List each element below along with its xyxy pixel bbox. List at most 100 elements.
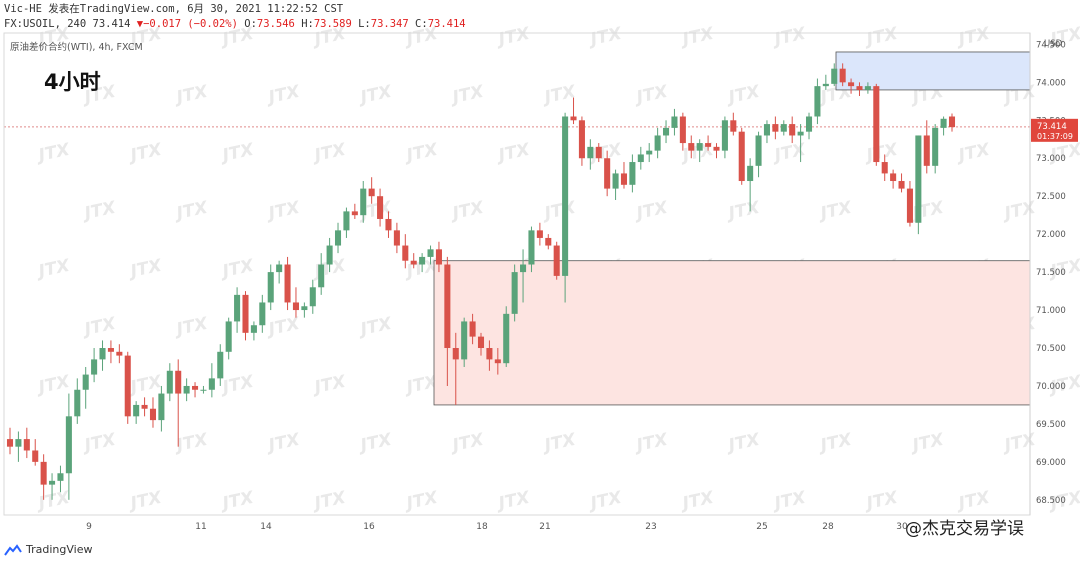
candle-body xyxy=(587,146,594,159)
candle-body xyxy=(856,86,863,90)
watermark-tile: JTX xyxy=(632,430,670,457)
candle xyxy=(250,321,257,341)
watermark-tile: JTX xyxy=(126,256,164,283)
candle xyxy=(587,139,594,170)
down-arrow-icon: ▼ xyxy=(136,18,144,30)
candle-body xyxy=(107,348,114,352)
watermark-tile: JTX xyxy=(264,198,302,225)
candle-body xyxy=(511,272,518,314)
candle-body xyxy=(948,116,956,128)
candle xyxy=(553,241,560,280)
watermark-tile: JTX xyxy=(724,430,762,457)
publish-line: Vic-HE 发表在TradingView.com, 6月 30, 2021 1… xyxy=(4,3,344,15)
y-tick-label: 68.500 xyxy=(1036,496,1066,506)
candle xyxy=(99,340,106,371)
candle xyxy=(318,253,325,295)
candle-body xyxy=(267,272,274,303)
candle-body xyxy=(881,162,888,174)
candle xyxy=(612,169,619,200)
watermark-tile: JTX xyxy=(356,430,394,457)
candle-body xyxy=(6,439,14,447)
watermark-tile: JTX xyxy=(494,24,532,51)
watermark-tile: JTX xyxy=(540,430,578,457)
candle-body xyxy=(435,249,442,265)
candle xyxy=(822,74,829,90)
candle xyxy=(520,249,527,303)
candle xyxy=(452,332,459,405)
last-price: 73.414 xyxy=(92,18,131,30)
symbol: FX:USOIL, 240 xyxy=(4,18,87,30)
candle-body xyxy=(225,321,232,352)
candle-body xyxy=(192,385,199,390)
candle-body xyxy=(688,143,695,151)
candle xyxy=(309,279,316,314)
candle xyxy=(133,401,140,424)
watermark-tile: JTX xyxy=(448,198,486,225)
candle xyxy=(797,124,804,163)
candle-body xyxy=(149,408,157,421)
watermark-tile: JTX xyxy=(402,488,440,515)
watermark-tile: JTX xyxy=(80,198,118,225)
candle-body xyxy=(65,416,72,474)
candle-body xyxy=(890,173,897,182)
candle xyxy=(267,264,274,311)
candle-body xyxy=(343,211,350,231)
watermark-tile: JTX xyxy=(264,430,302,457)
candles-layer xyxy=(6,63,956,500)
candle xyxy=(301,302,308,318)
candle-body xyxy=(520,264,527,273)
y-tick-label: 72.000 xyxy=(1036,230,1066,240)
candle xyxy=(149,397,157,428)
candle-body xyxy=(595,146,602,159)
candle xyxy=(864,82,871,94)
candle-body xyxy=(158,393,165,421)
candle xyxy=(225,317,232,360)
candle xyxy=(116,344,123,364)
watermark-tile: JTX xyxy=(954,488,992,515)
watermark-tile: JTX xyxy=(34,140,72,167)
x-tick-label: 25 xyxy=(756,522,767,532)
watermark-tile: JTX xyxy=(494,488,532,515)
candle xyxy=(688,135,695,159)
candle xyxy=(208,363,215,398)
candle-body xyxy=(217,351,224,379)
candle-body xyxy=(351,211,358,216)
candle xyxy=(881,154,888,182)
watermark-tile: JTX xyxy=(80,314,118,341)
watermark-tile: JTX xyxy=(724,198,762,225)
candle-body xyxy=(915,135,922,223)
candle xyxy=(511,264,518,322)
candle-body xyxy=(166,370,173,394)
candle xyxy=(6,427,14,455)
candle-body xyxy=(848,82,855,87)
watermark-tile: JTX xyxy=(126,488,164,515)
x-tick-label: 28 xyxy=(822,522,834,532)
x-tick-label: 21 xyxy=(539,522,550,532)
candle xyxy=(23,427,30,459)
candle xyxy=(377,188,384,227)
candle xyxy=(856,82,863,97)
candle xyxy=(259,294,266,333)
tradingview-logo-icon xyxy=(4,543,22,556)
candle-body xyxy=(545,237,552,246)
candle-body xyxy=(301,306,308,311)
candle-body xyxy=(309,287,316,307)
candle-body xyxy=(747,165,754,182)
candle-body xyxy=(755,135,762,166)
candle xyxy=(814,78,821,125)
candle-body xyxy=(831,68,838,84)
candle-body xyxy=(99,348,106,360)
candle xyxy=(326,237,333,273)
candle xyxy=(890,169,897,189)
candle-body xyxy=(175,370,182,394)
y-tick-label: 71.500 xyxy=(1036,268,1066,278)
close-value: 73.414 xyxy=(427,18,466,30)
candle-body xyxy=(259,302,266,326)
watermark-tile: JTX xyxy=(632,198,670,225)
candle xyxy=(721,116,728,159)
candle-body xyxy=(32,450,39,462)
candle xyxy=(637,146,644,170)
watermark-tile: JTX xyxy=(678,24,716,51)
candle xyxy=(175,359,182,447)
